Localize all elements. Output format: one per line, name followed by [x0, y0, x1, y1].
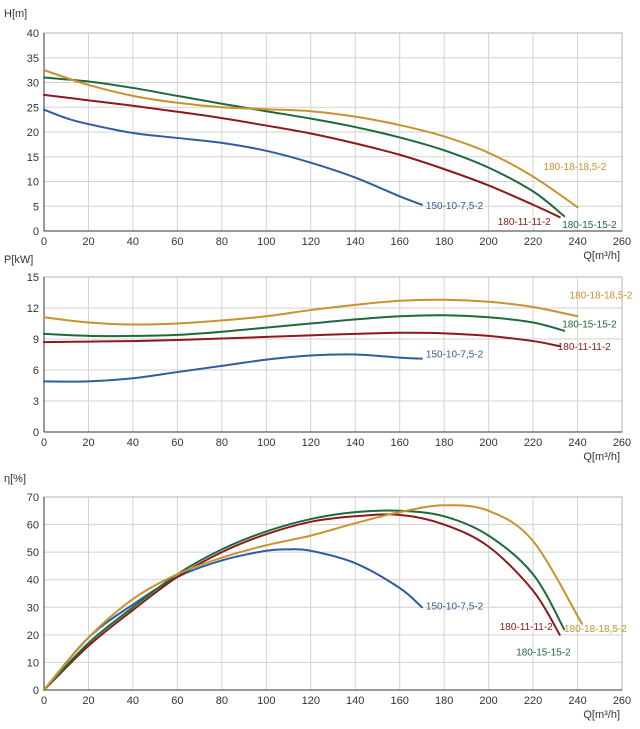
y-tick-label: 12 — [27, 303, 39, 315]
series-label: 180-11-11-2 — [558, 342, 611, 353]
x-tick-label: 240 — [568, 695, 586, 707]
x-tick-label: 260 — [613, 695, 631, 707]
y-axis-label: η[%] — [4, 473, 26, 485]
x-tick-label: 60 — [171, 236, 183, 248]
series-line-180-18-18,5-2 — [43, 504, 583, 691]
x-tick-label: 180 — [435, 437, 453, 449]
y-tick-label: 10 — [27, 177, 39, 189]
x-tick-label: 40 — [127, 437, 139, 449]
series-line-180-11-11-2 — [43, 331, 561, 348]
series-label: 180-15-15-2 — [562, 220, 617, 231]
x-tick-label: 100 — [257, 695, 275, 707]
y-tick-label: 40 — [27, 575, 39, 587]
y-tick-label: 20 — [27, 630, 39, 642]
x-tick-label: 0 — [41, 695, 47, 707]
series-line-180-15-15-2 — [43, 314, 566, 338]
x-tick-label: 120 — [302, 236, 320, 248]
y-tick-label: 15 — [27, 272, 39, 284]
y-tick-label: 15 — [27, 152, 39, 164]
series-line-180-11-11-2 — [43, 93, 561, 219]
x-tick-label: 0 — [41, 236, 47, 248]
x-tick-label: 80 — [216, 236, 228, 248]
y-axis-label: H[m] — [4, 8, 27, 20]
chart-panel-1: 0 20 40 60 80 100 120 140 160 180 200 220 240 260 0 3 6 9… — [4, 254, 633, 463]
y-axis-label: P[kW] — [4, 254, 33, 266]
x-tick-label: 120 — [302, 437, 320, 449]
y-tick-label: 5 — [33, 201, 39, 213]
x-tick-label: 200 — [479, 437, 497, 449]
x-tick-label: 140 — [346, 695, 364, 707]
series-label: 150-10-7,5-2 — [426, 201, 484, 212]
x-tick-label: 200 — [479, 695, 497, 707]
x-tick-label: 160 — [391, 695, 409, 707]
x-tick-label: 240 — [568, 437, 586, 449]
series-line-180-15-15-2 — [43, 509, 566, 691]
x-tick-label: 60 — [171, 437, 183, 449]
series-label: 180-18-18,5-2 — [570, 290, 633, 301]
x-tick-label: 220 — [524, 695, 542, 707]
y-tick-label: 30 — [27, 78, 39, 90]
x-tick-label: 140 — [346, 437, 364, 449]
x-tick-label: 100 — [257, 437, 275, 449]
x-tick-label: 60 — [171, 695, 183, 707]
series-line-180-11-11-2 — [43, 513, 561, 691]
chart-panel-0: 0 20 40 60 80 100 120 140 160 180 200 220 240 260 0 5 10… — [4, 8, 631, 262]
series-label: 180-11-11-2 — [500, 622, 553, 633]
y-tick-label: 0 — [33, 685, 39, 697]
x-tick-label: 80 — [216, 437, 228, 449]
x-tick-label: 20 — [82, 437, 94, 449]
y-tick-label: 70 — [27, 492, 39, 504]
y-tick-label: 0 — [33, 226, 39, 238]
y-tick-label: 10 — [27, 657, 39, 669]
x-axis-label: Q[m³/h] — [583, 451, 620, 463]
chart-panel-2: 0 20 40 60 80 100 120 140 160 180 200 220 240 260 0 10 2… — [4, 473, 631, 721]
series-line-150-10-7,5-2 — [43, 548, 423, 691]
x-tick-label: 240 — [568, 236, 586, 248]
x-tick-label: 180 — [435, 236, 453, 248]
series-label: 150-10-7,5-2 — [426, 601, 484, 612]
y-tick-label: 3 — [33, 396, 39, 408]
x-tick-label: 180 — [435, 695, 453, 707]
y-tick-label: 50 — [27, 547, 39, 559]
x-axis-label: Q[m³/h] — [583, 709, 620, 721]
series-label: 150-10-7,5-2 — [426, 350, 484, 361]
y-tick-label: 9 — [33, 334, 39, 346]
x-tick-label: 40 — [127, 236, 139, 248]
x-tick-label: 200 — [479, 236, 497, 248]
x-tick-label: 220 — [524, 437, 542, 449]
y-tick-label: 35 — [27, 53, 39, 65]
series-label: 180-18-18,5-2 — [564, 624, 627, 635]
x-tick-label: 20 — [82, 695, 94, 707]
x-tick-label: 20 — [82, 236, 94, 248]
x-axis-label: Q[m³/h] — [583, 250, 620, 262]
series-label: 180-15-15-2 — [562, 320, 617, 331]
y-tick-label: 20 — [27, 127, 39, 139]
x-tick-label: 260 — [613, 437, 631, 449]
series-line-180-18-18,5-2 — [43, 298, 579, 326]
series-line-150-10-7,5-2 — [43, 353, 423, 383]
x-tick-label: 120 — [302, 695, 320, 707]
series-line-180-18-18,5-2 — [43, 69, 579, 209]
series-line-180-15-15-2 — [43, 76, 566, 218]
x-tick-label: 0 — [41, 437, 47, 449]
x-tick-label: 160 — [391, 236, 409, 248]
y-tick-label: 30 — [27, 602, 39, 614]
x-tick-label: 40 — [127, 695, 139, 707]
y-tick-label: 0 — [33, 427, 39, 439]
series-label: 180-11-11-2 — [498, 217, 551, 228]
series-label: 180-15-15-2 — [516, 647, 571, 658]
x-tick-label: 260 — [613, 236, 631, 248]
x-tick-label: 100 — [257, 236, 275, 248]
series-label: 180-18-18,5-2 — [544, 162, 607, 173]
x-tick-label: 140 — [346, 236, 364, 248]
y-tick-label: 60 — [27, 520, 39, 532]
x-tick-label: 220 — [524, 236, 542, 248]
x-tick-label: 160 — [391, 437, 409, 449]
y-tick-label: 25 — [27, 102, 39, 114]
series-line-150-10-7,5-2 — [43, 108, 423, 206]
x-tick-label: 80 — [216, 695, 228, 707]
y-tick-label: 6 — [33, 365, 39, 377]
y-tick-label: 40 — [27, 28, 39, 40]
